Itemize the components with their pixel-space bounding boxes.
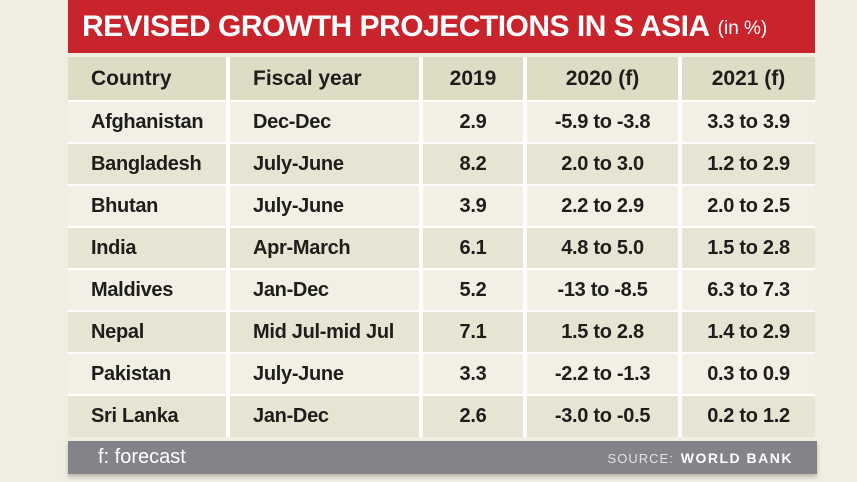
table-row: Afghanistan Dec-Dec 2.9 -5.9 to -3.8 3.3 to … [68,100,815,143]
fiscal-year-cell: Jan-Dec [226,268,421,311]
forecast-note: f: forecast [98,446,186,468]
source-value: WORLD BANK [680,449,793,466]
page-title: REVISED GROWTH PROJECTIONS IN S ASIA [82,9,710,43]
country-cell: Bhutan [68,184,228,227]
value-cell: 2.6 [419,394,525,437]
fiscal-year-cell: Jan-Dec [226,394,421,437]
table-row: Bangladesh July-June 8.2 2.0 to 3.0 1.2 to 2… [68,142,815,185]
value-cell: 8.2 [419,142,525,185]
value-cell: 1.5 to 2.8 [678,226,815,269]
value-cell: 6.1 [419,226,525,269]
table-row: India Apr-March 6.1 4.8 to 5.0 1.5 to 2.8 [68,226,815,269]
country-cell: Sri Lanka [68,394,228,437]
country-cell: Pakistan [68,352,228,395]
value-cell: 2.0 to 3.0 [523,142,680,185]
table-row: Sri Lanka Jan-Dec 2.6 -3.0 to -0.5 0.2 to 1.… [68,394,815,437]
table-row: Bhutan July-June 3.9 2.2 to 2.9 2.0 to 2.5 [68,184,815,227]
country-cell: Maldives [68,268,228,311]
value-cell: 3.3 to 3.9 [678,100,815,143]
value-cell: -5.9 to -3.8 [523,100,680,143]
country-cell: Bangladesh [68,142,228,185]
value-cell: 0.2 to 1.2 [678,394,815,437]
value-cell: 7.1 [419,310,525,353]
country-cell: Nepal [68,310,228,353]
value-cell: 2.2 to 2.9 [523,184,680,227]
table-row: Pakistan July-June 3.3 -2.2 to -1.3 0.3 to 0… [68,352,815,395]
value-cell: 6.3 to 7.3 [678,268,815,311]
growth-table: Country Fiscal year 2019 2020 (f) 2021 (… [68,57,815,437]
fiscal-year-cell: July-June [226,184,421,227]
value-cell: 1.2 to 2.9 [678,142,815,185]
country-cell: Afghanistan [68,100,228,143]
title-unit: (in %) [717,17,768,39]
table-row: Maldives Jan-Dec 5.2 -13 to -8.5 6.3 to 7.3 [68,268,815,311]
col-header-2021f: 2021 (f) [678,57,815,101]
col-header-country: Country [68,57,228,101]
table-header-row: Country Fiscal year 2019 2020 (f) 2021 (… [68,57,815,101]
col-header-2020f: 2020 (f) [523,57,680,101]
value-cell: -2.2 to -1.3 [523,352,680,395]
fiscal-year-cell: Mid Jul-mid Jul [226,310,421,353]
value-cell: 1.5 to 2.8 [523,310,680,353]
value-cell: -3.0 to -0.5 [523,394,680,437]
fiscal-year-cell: Dec-Dec [226,100,421,143]
country-cell: India [68,226,228,269]
title-bar: REVISED GROWTH PROJECTIONS IN S ASIA (in… [68,0,815,53]
footer-bar: f: forecast SOURCE: WORLD BANK [68,441,817,474]
source-label: SOURCE: [607,450,674,466]
col-header-2019: 2019 [419,57,525,101]
value-cell: -13 to -8.5 [523,268,680,311]
col-header-fiscal-year: Fiscal year [226,57,421,101]
table-body: Afghanistan Dec-Dec 2.9 -5.9 to -3.8 3.3 to … [68,100,815,437]
fiscal-year-cell: July-June [226,142,421,185]
source-credit: SOURCE: WORLD BANK [608,450,793,466]
value-cell: 5.2 [419,268,525,311]
growth-projections-card: REVISED GROWTH PROJECTIONS IN S ASIA (in… [68,0,817,474]
fiscal-year-cell: Apr-March [226,226,421,269]
value-cell: 3.3 [419,352,525,395]
value-cell: 2.0 to 2.5 [678,184,815,227]
value-cell: 3.9 [419,184,525,227]
fiscal-year-cell: July-June [226,352,421,395]
table-row: Nepal Mid Jul-mid Jul 7.1 1.5 to 2.8 1.4 to … [68,310,815,353]
value-cell: 1.4 to 2.9 [678,310,815,353]
value-cell: 0.3 to 0.9 [678,352,815,395]
value-cell: 4.8 to 5.0 [523,226,680,269]
value-cell: 2.9 [419,100,525,143]
